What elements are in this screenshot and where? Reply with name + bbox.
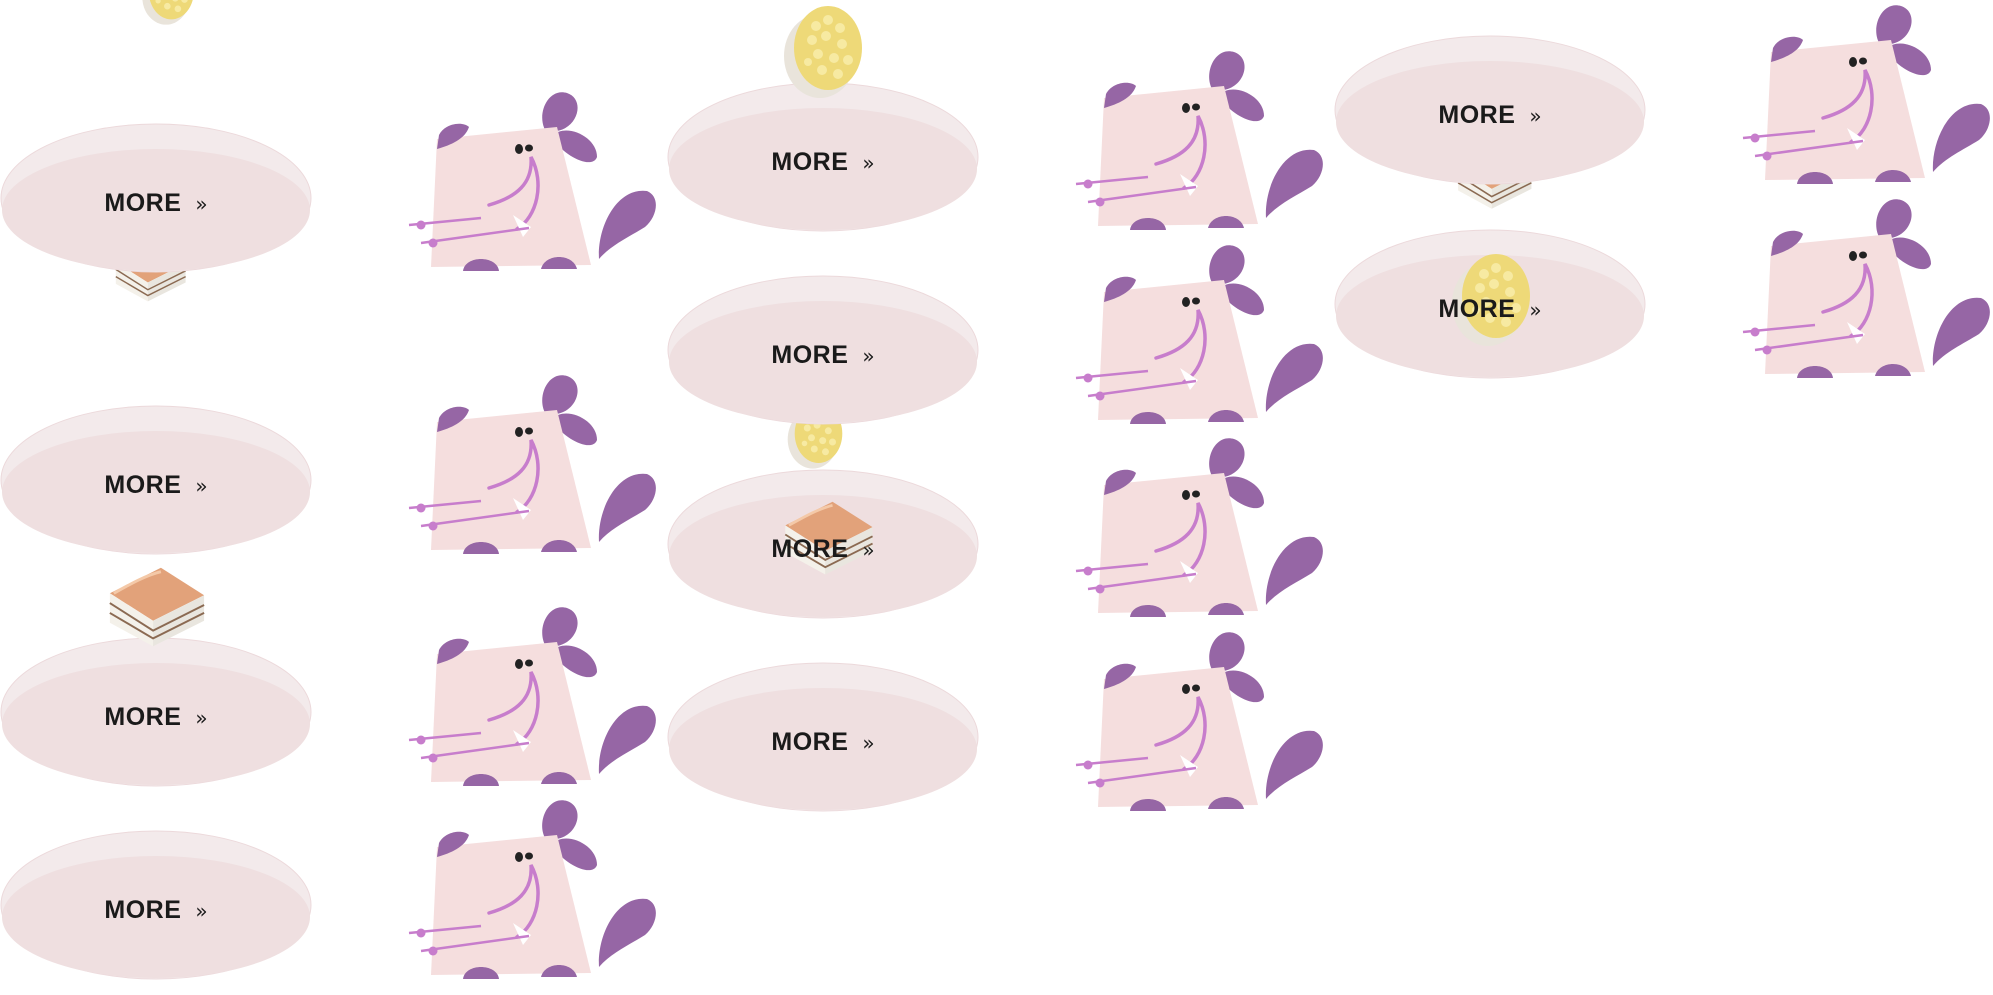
mouse-illustration [407, 795, 657, 995]
more-label: MORE [1438, 100, 1516, 129]
mouse-illustration [1741, 0, 1991, 200]
more-button[interactable]: MORE » [667, 82, 979, 232]
mouse-illustration [1074, 240, 1324, 440]
more-button[interactable]: MORE » [667, 275, 979, 425]
more-button[interactable]: MORE » [0, 637, 312, 787]
double-chevron-right-icon: » [195, 192, 208, 216]
mouse-illustration [407, 602, 657, 802]
more-button[interactable]: MORE » [0, 830, 312, 980]
more-button[interactable]: MORE » [0, 405, 312, 555]
double-chevron-right-icon: » [195, 474, 208, 498]
more-label: MORE [104, 702, 182, 731]
more-button[interactable]: MORE » [1334, 35, 1646, 185]
double-chevron-right-icon: » [195, 899, 208, 923]
more-label: MORE [1438, 294, 1516, 323]
double-chevron-right-icon: » [862, 344, 875, 368]
mouse-illustration [1074, 433, 1324, 633]
double-chevron-right-icon: » [862, 151, 875, 175]
double-chevron-right-icon: » [862, 731, 875, 755]
more-label: MORE [104, 895, 182, 924]
mouse-illustration [407, 370, 657, 570]
more-button[interactable]: MORE » [1334, 229, 1646, 379]
double-chevron-right-icon: » [862, 538, 875, 562]
double-chevron-right-icon: » [195, 706, 208, 730]
double-chevron-right-icon: » [1529, 298, 1542, 322]
more-button[interactable]: MORE » [667, 662, 979, 812]
double-chevron-right-icon: » [1529, 104, 1542, 128]
mouse-illustration [1074, 46, 1324, 246]
more-label: MORE [771, 534, 849, 563]
more-label: MORE [771, 727, 849, 756]
more-button[interactable]: MORE » [0, 123, 312, 273]
more-label: MORE [104, 470, 182, 499]
more-label: MORE [104, 188, 182, 217]
mouse-illustration [1741, 194, 1991, 394]
more-button[interactable]: MORE » [667, 469, 979, 619]
mouse-illustration [1074, 627, 1324, 827]
more-label: MORE [771, 147, 849, 176]
rice-cake-illustration [128, 0, 208, 26]
mouse-illustration [407, 87, 657, 287]
more-label: MORE [771, 340, 849, 369]
